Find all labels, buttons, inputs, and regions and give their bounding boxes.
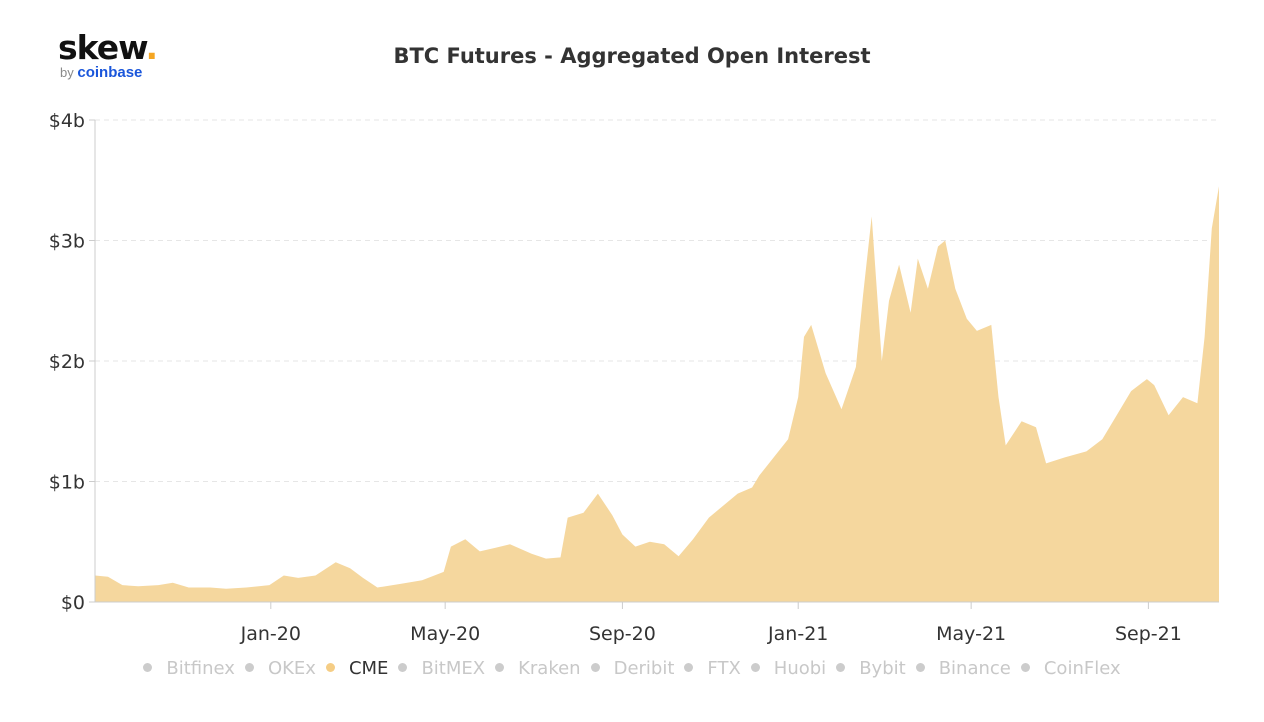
gridlines — [95, 119, 1219, 482]
legend-dot-icon — [244, 663, 254, 672]
legend-label: Bybit — [859, 658, 906, 679]
legend-dot-icon — [915, 663, 925, 672]
legend-dot-icon — [495, 663, 505, 672]
legend-item-deribit[interactable]: Deribit — [590, 658, 675, 679]
area-series — [95, 186, 1219, 603]
legend-dot-icon — [143, 663, 153, 672]
x-tick-label: May-20 — [410, 623, 480, 645]
legend-item-kraken[interactable]: Kraken — [495, 658, 581, 679]
legend-dot-icon — [590, 663, 600, 672]
legend-label: BitMEX — [421, 658, 486, 679]
legend-dot-icon — [1020, 663, 1030, 672]
legend-item-bybit[interactable]: Bybit — [836, 658, 906, 679]
legend-item-ftx[interactable]: FTX — [684, 658, 741, 679]
legend-item-binance[interactable]: Binance — [915, 658, 1011, 679]
x-axis-ticks: Jan-20 May-20 Sep-20 Jan-21 May-21 Sep-21 — [240, 602, 1182, 645]
legend-item-huobi[interactable]: Huobi — [750, 658, 827, 679]
legend-label: Binance — [938, 658, 1011, 679]
legend-item-okex[interactable]: OKEx — [244, 658, 316, 679]
skew-logo: skew. by coinbase — [58, 28, 158, 81]
legend-dot-icon — [836, 663, 846, 672]
area-fill — [95, 186, 1219, 603]
legend-label: CME — [348, 658, 389, 679]
legend-item-bitfinex[interactable]: Bitfinex — [143, 658, 235, 679]
legend-label: CoinFlex — [1043, 658, 1121, 679]
y-tick-label: $4b — [49, 110, 85, 132]
y-tick-label: $2b — [49, 351, 85, 373]
legend-item-cme[interactable]: CME — [325, 658, 389, 679]
x-tick-label: May-21 — [936, 623, 1006, 645]
x-tick-label: Jan-20 — [240, 623, 301, 645]
legend-item-coinflex[interactable]: CoinFlex — [1020, 658, 1121, 679]
y-tick-label: $0 — [61, 592, 85, 614]
logo-brand: skew — [58, 28, 146, 67]
legend-dot-icon — [750, 663, 760, 672]
legend-label: Huobi — [773, 658, 827, 679]
legend-label: Bitfinex — [166, 658, 235, 679]
logo-dot: . — [145, 28, 158, 67]
chart-legend: Bitfinex OKEx CME BitMEX Kraken Deribit FTX Huo… — [0, 658, 1264, 679]
y-tick-label: $1b — [49, 472, 85, 494]
legend-label: Deribit — [613, 658, 675, 679]
legend-item-bitmex[interactable]: BitMEX — [398, 658, 485, 679]
legend-dot-icon — [325, 663, 335, 672]
legend-label: Kraken — [518, 658, 581, 679]
legend-dot-icon — [398, 663, 408, 672]
logo-company: coinbase — [77, 64, 143, 81]
legend-label: OKEx — [267, 658, 316, 679]
legend-label: FTX — [707, 658, 741, 679]
y-tick-label: $3b — [49, 231, 85, 253]
y-axis-ticks: $0 $1b $2b $3b $4b — [49, 110, 95, 614]
legend-dot-icon — [684, 663, 694, 672]
chart-title: BTC Futures - Aggregated Open Interest — [393, 44, 871, 68]
logo-by: by — [60, 65, 74, 80]
x-tick-label: Jan-21 — [767, 623, 828, 645]
x-tick-label: Sep-21 — [1115, 623, 1182, 645]
x-tick-label: Sep-20 — [589, 623, 656, 645]
